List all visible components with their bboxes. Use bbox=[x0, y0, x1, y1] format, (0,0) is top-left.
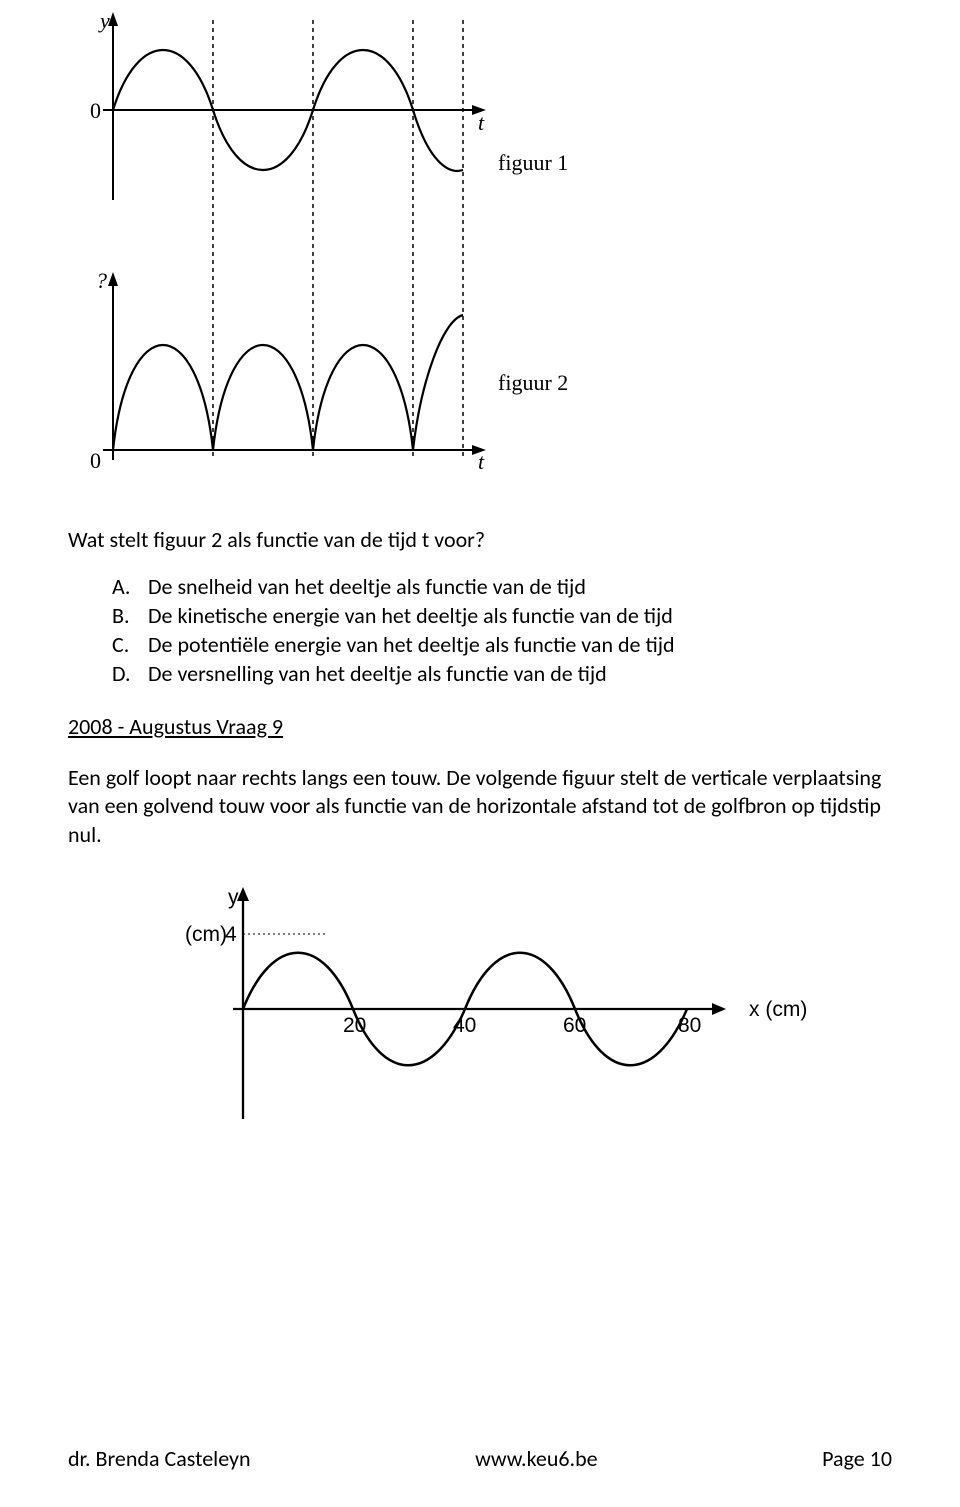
figure2-label: figuur 2 bbox=[498, 370, 568, 395]
option-d: D. De versnelling van het deeltje als fu… bbox=[112, 660, 892, 687]
figures-container: y t 0 figuur 1 ? t 0 figuur 2 bbox=[48, 0, 892, 496]
options-list: A. De snelheid van het deeltje als funct… bbox=[68, 573, 892, 687]
figure-3-container: y (cm) 4 x (cm) 20 40 60 80 bbox=[153, 879, 892, 1155]
option-letter: C. bbox=[112, 631, 136, 658]
option-a: A. De snelheid van het deeltje als funct… bbox=[112, 573, 892, 600]
fig3-xtick-0: 20 bbox=[343, 1014, 366, 1037]
figure1-label: figuur 1 bbox=[498, 150, 568, 175]
option-c: C. De potentiële energie van het deeltje… bbox=[112, 631, 892, 658]
fig1-origin: 0 bbox=[90, 98, 101, 123]
footer-left: dr. Brenda Casteleyn bbox=[68, 1445, 251, 1472]
question-text: Wat stelt figuur 2 als functie van de ti… bbox=[68, 526, 892, 555]
fig2-x-label: t bbox=[478, 449, 485, 474]
fig3-y-unit: (cm) bbox=[185, 923, 227, 946]
option-letter: B. bbox=[112, 602, 136, 629]
fig3-y-label: y bbox=[228, 886, 239, 909]
option-text: De kinetische energie van het deeltje al… bbox=[148, 602, 673, 629]
option-letter: A. bbox=[112, 573, 136, 600]
section-heading: 2008 - Augustus Vraag 9 bbox=[68, 713, 892, 740]
option-text: De potentiële energie van het deeltje al… bbox=[148, 631, 675, 658]
fig2-y-label: ? bbox=[96, 268, 107, 293]
fig2-origin: 0 bbox=[90, 448, 101, 473]
option-b: B. De kinetische energie van het deeltje… bbox=[112, 602, 892, 629]
fig3-xtick-3: 80 bbox=[678, 1014, 701, 1037]
option-letter: D. bbox=[112, 660, 136, 687]
fig3-y-tick: 4 bbox=[225, 923, 237, 946]
footer-center: www.keu6.be bbox=[475, 1445, 598, 1472]
fig3-x-label: x (cm) bbox=[749, 998, 807, 1021]
figure-3-svg: y (cm) 4 x (cm) 20 40 60 80 bbox=[153, 879, 833, 1149]
fig1-x-label: t bbox=[478, 110, 485, 135]
fig1-y-label: y bbox=[98, 8, 110, 33]
page-footer: dr. Brenda Casteleyn www.keu6.be Page 10 bbox=[68, 1445, 892, 1472]
footer-right: Page 10 bbox=[822, 1445, 892, 1472]
figure-1-2-svg: y t 0 figuur 1 ? t 0 figuur 2 bbox=[48, 0, 608, 490]
paragraph: Een golf loopt naar rechts langs een tou… bbox=[68, 764, 892, 850]
option-text: De versnelling van het deeltje als funct… bbox=[148, 660, 607, 687]
option-text: De snelheid van het deeltje als functie … bbox=[148, 573, 586, 600]
